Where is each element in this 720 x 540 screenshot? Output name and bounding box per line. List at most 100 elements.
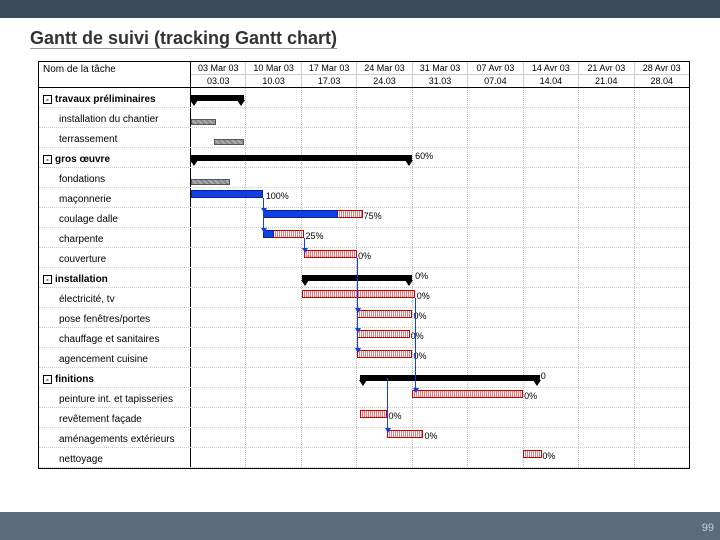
plan-bar [302,290,415,298]
footer-bar [0,512,720,540]
plan-bar [357,330,410,338]
task-label: charpente [59,234,103,245]
gantt-body: -travaux préliminairesinstallation du ch… [39,88,689,468]
summary-bar [191,155,412,161]
percent-label: 25% [306,231,324,241]
actual-bar [191,190,263,198]
task-row: terrassement [39,128,689,148]
task-name: -finitions [39,368,191,387]
task-label: coulage dalle [59,214,118,225]
task-name: -installation [39,268,191,287]
task-row: chauffage et sanitaires 0% [39,328,689,348]
percent-label: 0% [425,431,438,441]
expand-icon[interactable]: - [43,155,52,164]
chart-area [191,128,689,147]
gantt-header: Nom de la tâche 03 Mar 0310 Mar 0317 Mar… [39,62,689,88]
task-name: revêtement façade [39,408,191,427]
task-label: travaux préliminaires [55,94,156,105]
percent-label: 0 [541,371,546,381]
task-row: aménagements extérieurs 0% [39,428,689,448]
chart-area: 0% [191,308,689,327]
dependency-link [304,238,305,252]
task-row: -installation 0% [39,268,689,288]
task-label: couverture [59,254,106,265]
time-header-cell: 14 Avr 03 [524,62,579,74]
task-row: fondations [39,168,689,188]
task-name: charpente [39,228,191,247]
time-header-cell: 10 Mar 03 [246,62,301,74]
task-label: installation du chantier [59,114,159,125]
dependency-link [415,298,416,392]
task-name: chauffage et sanitaires [39,328,191,347]
time-header-cell: 03.03 [191,75,246,87]
task-name: aménagements extérieurs [39,428,191,447]
chart-area: 0% [191,408,689,427]
task-row: nettoyage0% [39,448,689,468]
time-header-cell: 28 Avr 03 [635,62,689,74]
task-name: agencement cuisine [39,348,191,367]
percent-label: 0% [417,291,430,301]
chart-area: 0% [191,428,689,447]
task-label: fondations [59,174,105,185]
task-label: chauffage et sanitaires [59,334,159,345]
task-name: pose fenêtres/portes [39,308,191,327]
page-number: 99 [702,522,714,534]
time-header-cell: 10.03 [246,75,301,87]
chart-area: 0% [191,268,689,287]
chart-area: 0 [191,368,689,387]
chart-area: 0% [191,388,689,407]
percent-label: 100% [266,191,289,201]
task-label: terrassement [59,134,117,145]
task-row: -travaux préliminaires [39,88,689,108]
task-name: couverture [39,248,191,267]
dependency-link [263,198,264,232]
time-header-cell: 21 Avr 03 [579,62,634,74]
expand-icon[interactable]: - [43,375,52,384]
task-label: aménagements extérieurs [59,434,175,445]
percent-label: 0% [358,251,371,261]
plan-bar [357,350,412,358]
summary-bar [191,95,244,101]
task-row: coulage dalle75% [39,208,689,228]
page-title: Gantt de suivi (tracking Gantt chart) [0,18,720,55]
time-header-cell: 21.04 [579,75,634,87]
gantt-chart: Nom de la tâche 03 Mar 0310 Mar 0317 Mar… [38,61,690,469]
expand-icon[interactable]: - [43,95,52,104]
time-header-cell: 17 Mar 03 [302,62,357,74]
task-label: finitions [55,374,94,385]
task-row: -gros œuvre60% [39,148,689,168]
task-row: peinture int. et tapisseries0% [39,388,689,408]
task-row: maçonnerie 100% [39,188,689,208]
task-label: électricité, tv [59,294,115,305]
task-name: maçonnerie [39,188,191,207]
task-name: terrassement [39,128,191,147]
percent-label: 0% [389,411,402,421]
task-row: revêtement façade 0% [39,408,689,428]
chart-area: 100% [191,188,689,207]
time-header-cell: 14.04 [524,75,579,87]
time-header-cell: 07 Avr 03 [468,62,523,74]
plan-bar [412,390,523,398]
time-header-cell: 17.03 [302,75,357,87]
percent-label: 0% [415,271,428,281]
chart-area [191,108,689,127]
task-row: -finitions 0 [39,368,689,388]
actual-bar [263,210,338,218]
task-name: électricité, tv [39,288,191,307]
time-header: 03 Mar 0310 Mar 0317 Mar 0324 Mar 0331 M… [191,62,689,87]
task-name: peinture int. et tapisseries [39,388,191,407]
plan-bar [357,310,412,318]
task-name: -travaux préliminaires [39,88,191,107]
time-header-cell: 31 Mar 03 [413,62,468,74]
chart-area: 0% [191,448,689,467]
plan-bar [304,250,357,258]
chart-area: 60% [191,148,689,167]
task-row: électricité, tv 0% [39,288,689,308]
time-header-cell: 03 Mar 03 [191,62,246,74]
percent-label: 0% [411,331,424,341]
time-header-cell: 31.03 [413,75,468,87]
name-column-header: Nom de la tâche [39,62,191,87]
plan-bar [360,410,388,418]
expand-icon[interactable]: - [43,275,52,284]
task-name: coulage dalle [39,208,191,227]
